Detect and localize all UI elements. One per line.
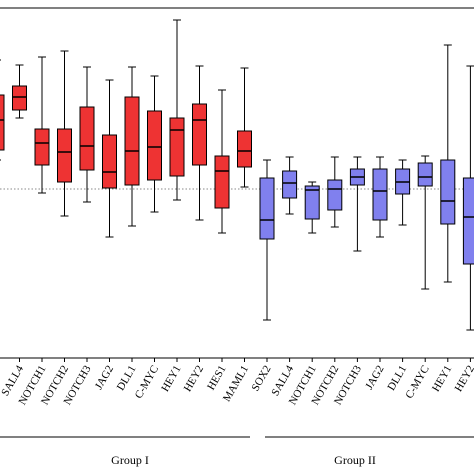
x-tick-label: DLL1: [115, 364, 139, 393]
box: [440, 159, 456, 225]
box: [417, 162, 433, 187]
box: [124, 96, 140, 186]
box: [34, 128, 50, 166]
box: [462, 177, 474, 265]
box: [102, 134, 117, 189]
box: [147, 110, 162, 181]
box: [304, 185, 320, 220]
x-tick-label: JAG2: [363, 364, 386, 392]
x-tick-label: HEY2: [182, 364, 206, 394]
box: [214, 155, 230, 209]
plot-frame: [0, 7, 474, 359]
box: [282, 170, 298, 199]
box: [12, 85, 27, 111]
x-tick-label: DLL1: [385, 364, 409, 393]
box: [57, 128, 72, 183]
box: [259, 177, 275, 240]
box: [79, 106, 95, 171]
x-tick-label: JAG2: [93, 364, 116, 392]
box: [0, 94, 5, 151]
x-tick-label: HEY1: [159, 364, 183, 394]
x-tick-label: HES1: [205, 364, 229, 393]
group-label: Group II: [334, 453, 376, 467]
box: [192, 103, 207, 166]
x-tick-label: HEY1: [430, 364, 454, 394]
box: [237, 130, 252, 168]
box: [169, 117, 185, 177]
group-label: Group I: [111, 453, 149, 467]
x-tick-label: SOX2: [249, 364, 273, 394]
box: [327, 179, 343, 211]
x-tick-label: HEY2: [453, 364, 474, 394]
box: [372, 168, 388, 221]
